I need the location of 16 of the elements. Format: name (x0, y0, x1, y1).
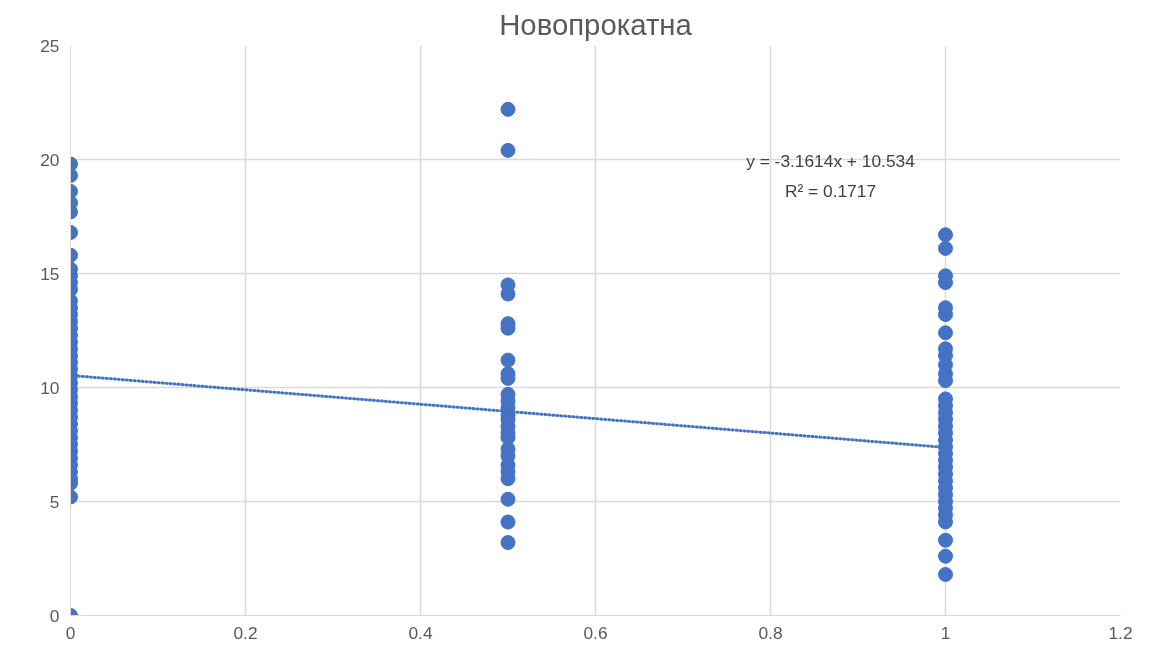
x-tick-label: 1.2 (1108, 622, 1133, 643)
x-tick-label: 0.6 (583, 622, 608, 643)
annotation: R² = 0.1717 (784, 180, 877, 201)
y-tick-label: 0 (49, 605, 60, 626)
x-tick-label: 0.8 (758, 622, 783, 643)
x-tick-label: 1 (940, 622, 951, 643)
chart-title: Новопрокатна (499, 7, 693, 41)
y-tick-label: 25 (40, 35, 60, 56)
y-tick-label: 5 (49, 491, 60, 512)
x-tick-label: 0.2 (233, 622, 258, 643)
x-tick-label: 0.4 (408, 622, 433, 643)
y-tick-label: 15 (40, 263, 60, 284)
x-tick-label: 0 (65, 622, 76, 643)
annotation: y = -3.1614x + 10.534 (746, 150, 916, 171)
y-tick-label: 10 (40, 377, 60, 398)
y-tick-label: 20 (40, 149, 60, 170)
